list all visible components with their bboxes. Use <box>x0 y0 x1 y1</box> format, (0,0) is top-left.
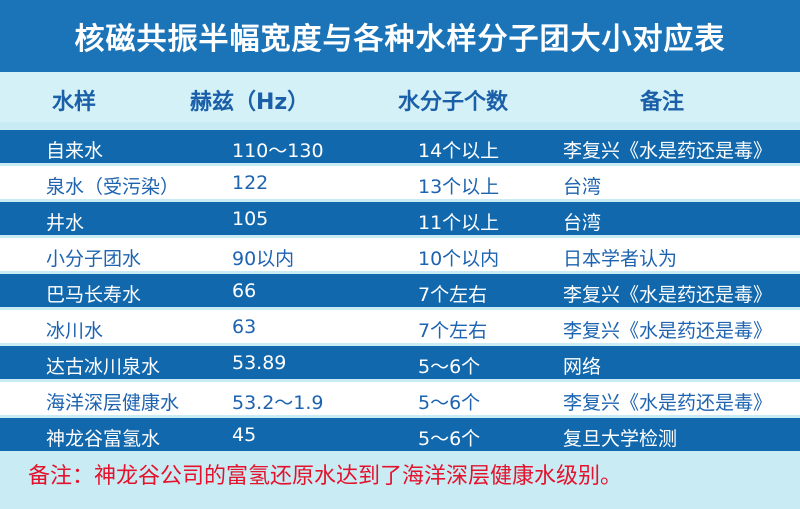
cell-molecule-count: 13个以上 <box>418 176 500 198</box>
cell-sample: 海洋深层健康水 <box>46 392 180 414</box>
cell-hertz: 105 <box>232 208 269 230</box>
cell-molecule-count: 10个以内 <box>418 248 500 270</box>
cell-sample: 巴马长寿水 <box>46 284 142 306</box>
table-row: 小分子团水 90以内 10个以内 日本学者认为 <box>0 238 800 271</box>
cell-hertz: 53.2～1.9 <box>232 392 324 414</box>
cell-molecule-count: 14个以上 <box>418 140 500 162</box>
cell-molecule-count: 5～6个 <box>418 392 481 414</box>
table-row: 达古冰川泉水 53.89 5～6个 网络 <box>0 346 800 379</box>
cell-remark: 复旦大学检测 <box>563 428 678 450</box>
cell-molecule-count: 5～6个 <box>418 356 481 378</box>
cell-remark: 台湾 <box>563 176 602 198</box>
cell-molecule-count: 5～6个 <box>418 428 481 450</box>
table-header: 水样 赫兹（Hz） 水分子个数 备注 <box>0 72 800 122</box>
header-hertz: 赫兹（Hz） <box>190 90 310 115</box>
table-row: 海洋深层健康水 53.2～1.9 5～6个 李复兴《水是药还是毒》 <box>0 382 800 415</box>
cell-sample: 达古冰川泉水 <box>46 356 161 378</box>
table-row: 井水 105 11个以上 台湾 <box>0 202 800 235</box>
cell-sample: 泉水（受污染） <box>46 176 180 198</box>
cell-molecule-count: 7个左右 <box>418 284 488 306</box>
cell-remark: 李复兴《水是药还是毒》 <box>563 284 773 306</box>
table-row: 泉水（受污染） 122 13个以上 台湾 <box>0 166 800 199</box>
table-row: 神龙谷富氢水 45 5～6个 复旦大学检测 <box>0 418 800 451</box>
cell-sample: 小分子团水 <box>46 248 142 270</box>
cell-hertz: 122 <box>232 172 269 194</box>
table-row: 巴马长寿水 66 7个左右 李复兴《水是药还是毒》 <box>0 274 800 307</box>
cell-remark: 网络 <box>563 356 602 378</box>
table-row: 自来水 110～130 14个以上 李复兴《水是药还是毒》 <box>0 130 800 163</box>
cell-hertz: 90以内 <box>232 248 295 270</box>
cell-remark: 李复兴《水是药还是毒》 <box>563 140 773 162</box>
cell-remark: 日本学者认为 <box>563 248 678 270</box>
title-bar: 核磁共振半幅宽度与各种水样分子团大小对应表 <box>0 0 800 72</box>
data-table: 自来水 110～130 14个以上 李复兴《水是药还是毒》 泉水（受污染） 12… <box>0 130 800 454</box>
cell-sample: 井水 <box>46 212 85 234</box>
cell-molecule-count: 11个以上 <box>418 212 500 234</box>
cell-hertz: 53.89 <box>232 352 287 374</box>
cell-sample: 自来水 <box>46 140 104 162</box>
cell-hertz: 66 <box>232 280 257 302</box>
cell-hertz: 45 <box>232 424 257 446</box>
footnote: 备注：神龙谷公司的富氢还原水达到了海洋深层健康水级别。 <box>28 464 623 489</box>
cell-hertz: 63 <box>232 316 257 338</box>
cell-hertz: 110～130 <box>232 140 324 162</box>
cell-remark: 李复兴《水是药还是毒》 <box>563 320 773 342</box>
header-sample: 水样 <box>52 90 97 115</box>
page-title: 核磁共振半幅宽度与各种水样分子团大小对应表 <box>74 22 726 57</box>
header-remark: 备注 <box>640 90 685 115</box>
cell-sample: 神龙谷富氢水 <box>46 428 161 450</box>
table-row: 冰川水 63 7个左右 李复兴《水是药还是毒》 <box>0 310 800 343</box>
header-molecule-count: 水分子个数 <box>398 90 509 115</box>
cell-sample: 冰川水 <box>46 320 104 342</box>
cell-remark: 台湾 <box>563 212 602 234</box>
cell-molecule-count: 7个左右 <box>418 320 488 342</box>
cell-remark: 李复兴《水是药还是毒》 <box>563 392 773 414</box>
